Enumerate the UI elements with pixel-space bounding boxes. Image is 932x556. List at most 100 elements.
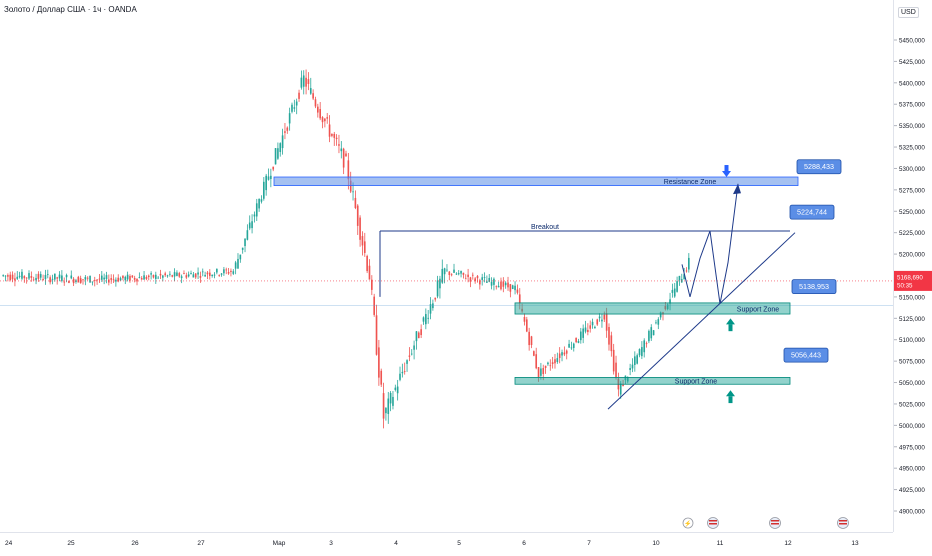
candle-body	[676, 281, 678, 292]
price-tick-label: 5075,000	[899, 359, 925, 366]
time-tick-label: 4	[394, 540, 398, 547]
candle-body	[70, 275, 73, 279]
candle-body	[201, 271, 204, 273]
axis-corner	[893, 532, 932, 550]
candle-body	[89, 275, 91, 283]
candle-body	[16, 276, 19, 279]
time-tick-label: 10	[652, 540, 660, 547]
candle-body	[432, 303, 434, 309]
candle-body	[147, 275, 150, 278]
projection-path	[681, 183, 739, 304]
candlestick-chart[interactable]: Resistance Zone Breakout Support Zone Suppo…	[0, 0, 893, 532]
candle-body	[190, 273, 192, 275]
candle-body	[655, 322, 657, 324]
candle-body	[481, 277, 484, 280]
candle-body	[568, 343, 570, 348]
candle-body	[619, 383, 622, 395]
candle-body	[51, 278, 54, 280]
support-zone-lower-rect	[514, 377, 791, 385]
candle-body	[523, 316, 526, 322]
event-flash-icon	[682, 517, 694, 529]
candle-body	[450, 274, 453, 276]
candle-body	[582, 328, 584, 338]
chart-area[interactable]: Resistance Zone Breakout Support Zone Suppo…	[0, 0, 893, 532]
candle-body	[441, 268, 444, 283]
candle-body	[260, 199, 263, 202]
candle-body	[385, 408, 387, 414]
candle-body	[509, 284, 512, 292]
candle-body	[213, 274, 216, 276]
candle-body	[324, 118, 326, 122]
candle-body	[558, 353, 561, 359]
candle-body	[35, 277, 37, 281]
candle-body	[93, 280, 96, 281]
candle-body	[401, 371, 404, 374]
us-flag-stripe	[771, 520, 779, 522]
price-tick-label: 5200,000	[899, 252, 925, 259]
candle-body	[504, 282, 507, 286]
candle-body	[246, 230, 249, 240]
price-tick-label: 5400,000	[899, 80, 925, 87]
candle-body	[321, 117, 324, 123]
candle-body	[9, 274, 12, 280]
candle-body	[486, 281, 488, 283]
candle-body	[474, 278, 476, 282]
time-axis-scale: 24 25 26 27 Мар 3 4 5 6 7 10 11 12 13	[5, 540, 859, 547]
breakout-callout-text: 5224,744	[797, 208, 827, 217]
candle-body	[28, 273, 30, 279]
price-tick-label: 5250,000	[899, 209, 925, 216]
support-zone-upper-label: Support Zone	[737, 306, 780, 313]
candle-body	[30, 276, 33, 278]
candle-body	[394, 387, 397, 390]
candle-body	[683, 274, 685, 280]
price-tick-label: 5375,000	[899, 102, 925, 109]
candle-body	[380, 370, 383, 385]
candle-body	[39, 274, 42, 278]
candle-body	[166, 275, 169, 277]
support-lower-callout-text: 5056,443	[791, 351, 821, 360]
candle-body	[464, 278, 467, 280]
candle-body	[58, 274, 61, 279]
candle-body	[375, 315, 378, 355]
candle-body	[169, 273, 171, 275]
candle-body	[387, 398, 390, 414]
candle-body	[117, 277, 120, 282]
candle-body	[406, 360, 408, 364]
price-axis[interactable]: 5450,000 5425,000 5400,000 5375,000 5350,000…	[893, 0, 932, 532]
candle-body	[490, 281, 493, 286]
candle-body	[633, 356, 636, 365]
candle-body	[237, 258, 239, 269]
candle-body	[338, 144, 340, 146]
candle-body	[347, 160, 350, 180]
candle-body	[408, 355, 411, 357]
price-axis-scale: 5450,000 5425,000 5400,000 5375,000 5350,000…	[894, 38, 932, 516]
time-axis[interactable]: 24 25 26 27 Мар 3 4 5 6 7 10 11 12 13	[0, 532, 893, 551]
target-callout-box	[796, 159, 842, 175]
candle-body	[293, 107, 296, 109]
us-flag-stripe	[709, 520, 717, 522]
candle-body	[361, 236, 364, 246]
candle-body	[253, 214, 256, 217]
candle-body	[77, 276, 80, 283]
candle-body	[460, 271, 462, 274]
candle-body	[302, 75, 305, 87]
candle-body	[671, 289, 674, 293]
candle-body	[68, 280, 70, 284]
candle-body	[340, 148, 343, 152]
currency-label[interactable]: USD	[898, 7, 919, 18]
candle-body	[678, 275, 681, 281]
candle-body	[359, 217, 361, 240]
candle-body	[208, 272, 211, 276]
candle-body	[457, 273, 460, 275]
candle-body	[251, 221, 253, 229]
candle-body	[164, 273, 167, 276]
candle-body	[244, 238, 246, 247]
candle-body	[112, 278, 115, 280]
candle-body	[561, 352, 563, 356]
candle-body	[291, 104, 293, 112]
price-tick-label: 4900,000	[899, 509, 925, 516]
candle-body	[274, 148, 277, 165]
candle-body	[131, 275, 134, 278]
candle-body	[544, 365, 547, 368]
target-callout-text: 5288,433	[804, 162, 834, 171]
